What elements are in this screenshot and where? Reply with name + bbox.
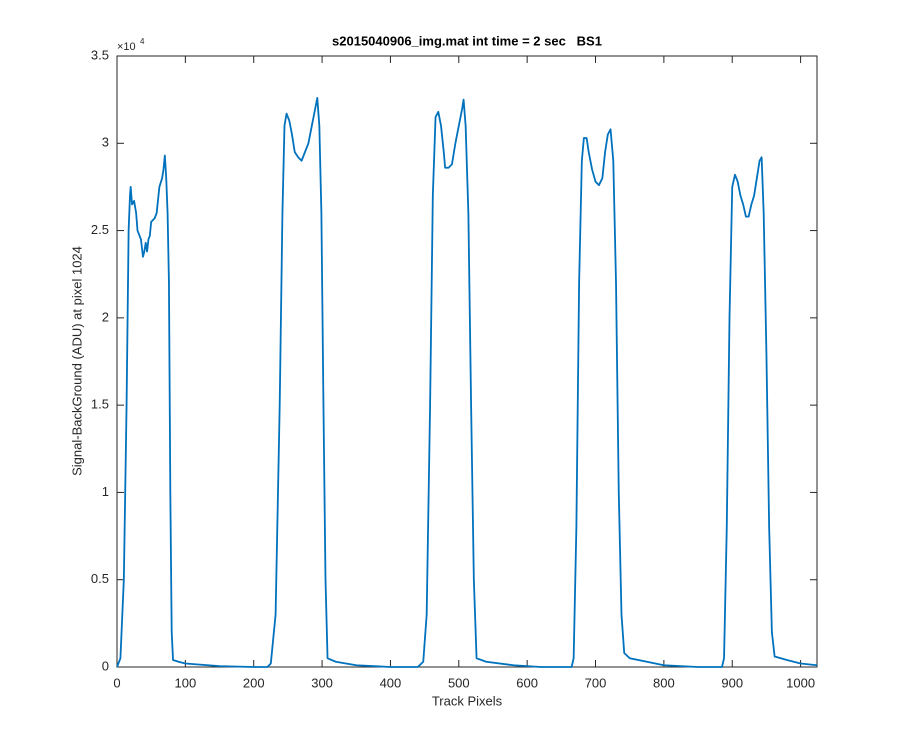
x-tick-label: 800 [653,675,675,690]
x-tick-label: 1000 [786,675,815,690]
x-tick-label: 600 [516,675,538,690]
x-tick-label: 0 [113,675,120,690]
y-tick-label: 3.5 [91,47,109,62]
y-tick-label: 0.5 [91,571,109,586]
y-tick-label: 3 [102,135,109,150]
y-tick-label: 1 [102,484,109,499]
x-tick-label: 900 [721,675,743,690]
y-tick-label: 2 [102,309,109,324]
x-tick-label: 300 [311,675,333,690]
y-tick-label: 0 [102,658,109,673]
x-tick-label: 500 [448,675,470,690]
y-multiplier: ×10 [117,41,136,53]
x-tick-label: 100 [175,675,197,690]
y-tick-label: 1.5 [91,397,109,412]
x-tick-label: 700 [585,675,607,690]
y-axis-label: Signal-BackGround (ADU) at pixel 1024 [69,246,84,476]
y-multiplier-exponent: 4 [140,37,145,46]
x-tick-label: 400 [380,675,402,690]
data-line [116,97,818,668]
x-axis-label: Track Pixels [432,693,503,708]
x-tick-label: 200 [243,675,265,690]
chart-title: s2015040906_img.mat int time = 2 sec BS1 [332,33,602,48]
y-tick-label: 2.5 [91,222,109,237]
